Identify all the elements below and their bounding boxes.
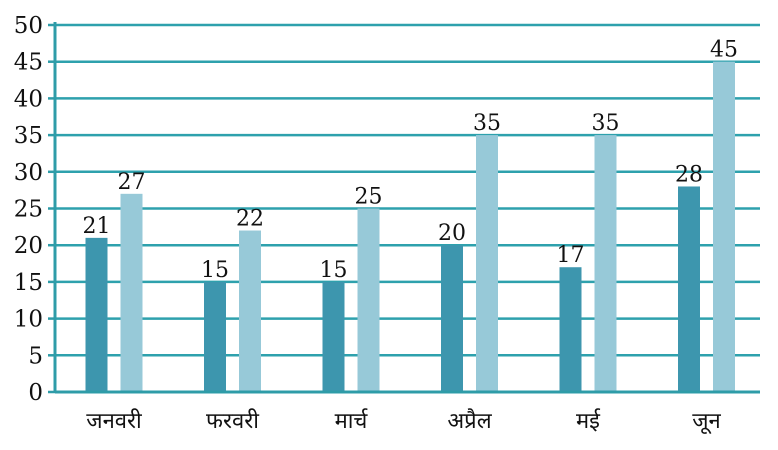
bar <box>441 245 463 392</box>
bar-value-label: 25 <box>355 185 383 210</box>
bar <box>476 135 498 392</box>
y-tick-label: 5 <box>28 343 43 369</box>
x-category-label: जनवरी <box>86 408 142 434</box>
bar <box>120 193 143 392</box>
gridlines <box>55 23 760 357</box>
bar-value-label: 15 <box>201 258 229 283</box>
y-tick-label: 35 <box>14 123 43 149</box>
bar <box>322 281 345 392</box>
y-tick-label: 50 <box>14 13 43 39</box>
bar-value-label: 35 <box>592 111 620 136</box>
bar-value-label: 28 <box>675 162 703 187</box>
bars <box>85 61 735 392</box>
bar-value-label: 17 <box>557 243 585 268</box>
bar-value-label: 27 <box>118 170 146 195</box>
x-category-label: जून <box>692 409 721 435</box>
x-category-label: फरवरी <box>206 408 259 434</box>
data-labels: 21 27 15 22 15 25 20 35 17 35 28 45 <box>83 38 739 283</box>
y-tick-label: 15 <box>14 270 43 296</box>
y-tick-label: 25 <box>14 197 43 223</box>
bar <box>559 267 582 392</box>
bar <box>594 135 617 392</box>
bar-value-label: 20 <box>438 221 466 246</box>
bar-value-label: 21 <box>83 214 111 239</box>
y-tick-label: 20 <box>14 233 43 259</box>
x-axis-categories: जनवरी फरवरी मार्च अप्रैल मई जून <box>86 408 721 435</box>
bar-value-label: 35 <box>473 111 501 136</box>
bar <box>239 230 261 392</box>
x-category-label: मार्च <box>335 408 369 434</box>
bar <box>678 186 700 392</box>
bar-value-label: 15 <box>320 258 348 283</box>
bar-value-label: 22 <box>236 207 264 232</box>
y-tick-label: 10 <box>14 307 43 333</box>
y-axis-ticks: 0 5 10 15 20 25 30 35 40 45 50 <box>14 13 55 406</box>
bar-value-label: 45 <box>710 38 738 63</box>
bar <box>85 237 108 392</box>
x-category-label: मई <box>576 408 601 434</box>
bar <box>713 61 735 392</box>
bar <box>204 281 226 392</box>
bar <box>357 208 380 392</box>
x-category-label: अप्रैल <box>447 408 492 434</box>
y-tick-label: 45 <box>14 50 43 76</box>
y-tick-label: 0 <box>28 380 43 406</box>
y-tick-label: 30 <box>14 160 43 186</box>
y-tick-label: 40 <box>14 86 43 112</box>
